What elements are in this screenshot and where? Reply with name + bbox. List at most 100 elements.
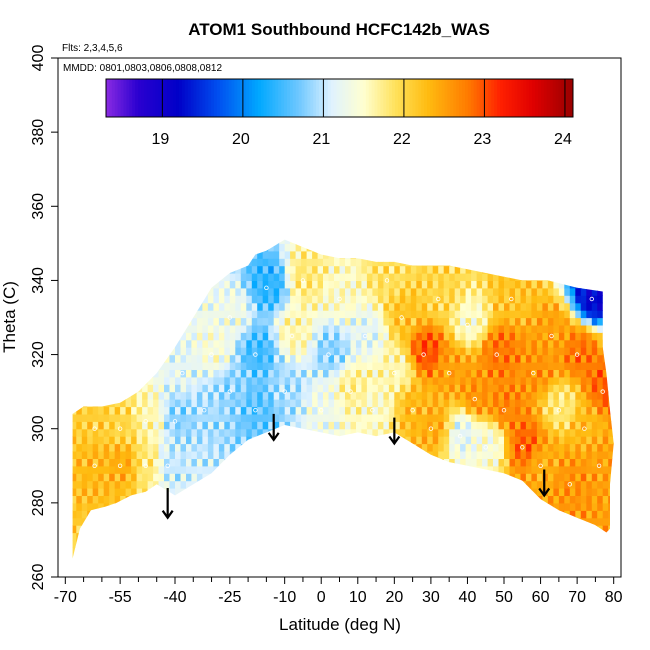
colorbar-segment: [155, 79, 160, 117]
field-cell: [229, 443, 236, 452]
field-cell: [520, 480, 527, 489]
field-cell: [202, 250, 209, 259]
field-cell: [103, 339, 110, 348]
field-cell: [98, 421, 105, 430]
field-cell: [262, 339, 269, 348]
field-cell: [191, 562, 197, 570]
field-cell: [471, 324, 478, 333]
field-cell: [262, 406, 269, 415]
field-cell: [208, 221, 214, 229]
field-cell: [471, 273, 478, 281]
field-cell: [207, 310, 214, 319]
field-cell: [520, 502, 527, 511]
field-cell: [366, 502, 373, 511]
field-cell: [400, 221, 406, 229]
field-cell: [169, 258, 176, 267]
field-cell: [613, 302, 614, 311]
field-cell: [268, 354, 275, 363]
field-cell: [394, 369, 401, 378]
field-cell: [356, 369, 363, 378]
field-cell: [191, 265, 198, 274]
field-cell: [312, 265, 319, 274]
field-cell: [558, 287, 565, 296]
field-cell: [350, 465, 357, 474]
field-cell: [476, 354, 483, 363]
field-cell: [580, 265, 587, 274]
field-cell: [251, 473, 258, 482]
field-cell: [191, 369, 198, 378]
field-cell: [169, 495, 176, 504]
field-cell: [366, 362, 373, 370]
field-cell: [186, 451, 193, 459]
field-cell: [580, 532, 587, 541]
field-cell: [460, 347, 467, 356]
field-cell: [482, 510, 489, 519]
field-cell: [372, 510, 379, 519]
field-cell: [438, 369, 445, 378]
field-cell: [131, 495, 138, 504]
field-cell: [120, 243, 127, 252]
field-cell: [394, 229, 400, 237]
field-cell: [136, 510, 143, 519]
field-cell: [323, 488, 330, 496]
field-cell: [290, 517, 297, 526]
colorbar-segment: [135, 79, 139, 117]
field-cell: [575, 488, 582, 496]
field-cell: [377, 391, 384, 400]
field-cell: [553, 239, 560, 244]
field-cell: [339, 413, 346, 422]
field-cell: [361, 428, 368, 437]
field-cell: [476, 287, 483, 296]
field-cell: [504, 280, 511, 289]
field-cell: [147, 406, 154, 415]
field-cell: [345, 517, 352, 526]
field-cell: [218, 428, 225, 437]
field-cell: [125, 391, 132, 400]
field-cell: [476, 265, 483, 274]
field-cell: [207, 428, 214, 437]
sample-marker: [117, 463, 123, 468]
field-cell: [229, 406, 236, 415]
field-cell: [361, 525, 368, 534]
field-cell: [482, 532, 489, 541]
field-cell: [301, 369, 308, 378]
field-cell: [104, 229, 110, 237]
field-cell: [136, 332, 143, 341]
field-cell: [454, 280, 461, 289]
field-cell: [405, 265, 412, 274]
field-cell: [98, 488, 105, 496]
field-cell: [460, 317, 467, 326]
field-cell: [306, 347, 313, 356]
field-cell: [98, 369, 105, 378]
field-cell: [564, 539, 571, 548]
field-cell: [180, 510, 187, 519]
field-cell: [449, 243, 456, 252]
field-cell: [328, 539, 335, 548]
field-cell: [235, 265, 242, 274]
field-cell: [224, 324, 231, 333]
field-cell: [268, 347, 275, 356]
field-cell: [207, 265, 214, 274]
field-cell: [279, 495, 286, 504]
field-cell: [454, 369, 461, 378]
field-cell: [158, 250, 165, 259]
field-cell: [81, 324, 88, 333]
field-cell: [531, 258, 538, 267]
field-cell: [515, 273, 522, 281]
field-cell: [421, 458, 428, 467]
field-cell: [542, 451, 549, 459]
field-cell: [356, 473, 363, 482]
field-cell: [120, 547, 127, 556]
field-cell: [131, 413, 138, 422]
field-cell: [399, 287, 406, 296]
field-cell: [591, 239, 598, 244]
field-cell: [213, 295, 220, 304]
field-cell: [284, 339, 291, 348]
field-cell: [186, 480, 193, 489]
field-cell: [148, 229, 154, 237]
field-cell: [432, 547, 439, 556]
field-cell: [542, 243, 549, 252]
field-cell: [504, 332, 511, 341]
field-cell: [339, 258, 346, 267]
field-cell: [613, 265, 614, 274]
